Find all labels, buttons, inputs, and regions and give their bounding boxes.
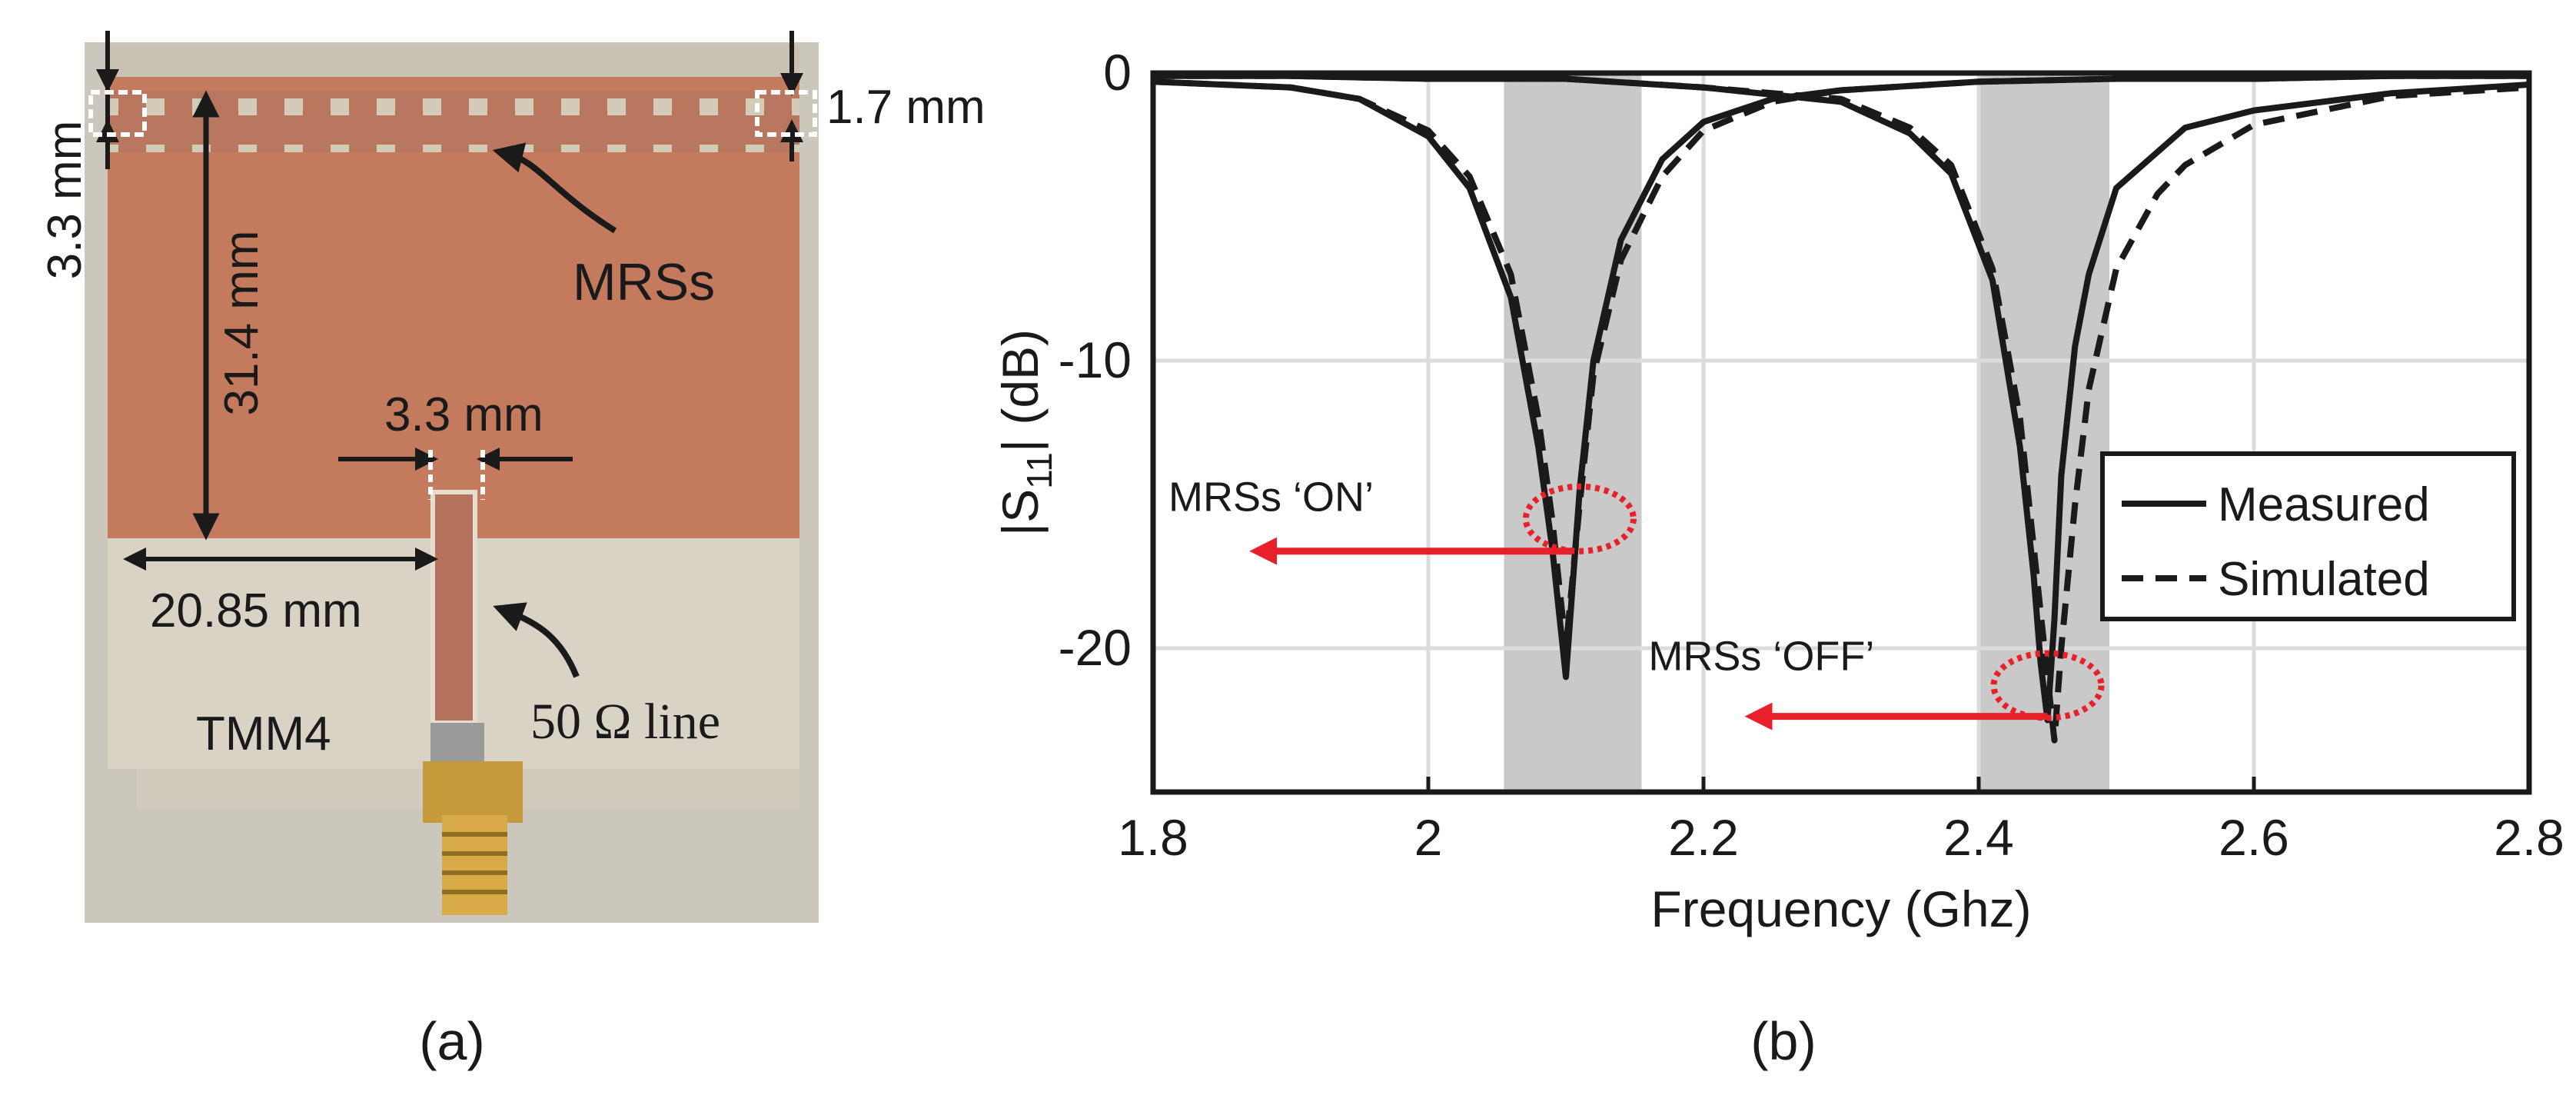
y-axis-label-main: |S <box>992 489 1049 536</box>
label-3-3mm-gap: 3.3 mm <box>384 388 543 441</box>
legend: Measured Simulated <box>2100 451 2516 621</box>
legend-label-measured: Measured <box>2218 478 2430 531</box>
x-tick-label-4: 2.6 <box>2219 809 2289 866</box>
label-mrss-on: MRSs ‘ON’ <box>1168 474 1374 521</box>
dim-box-left <box>88 90 147 137</box>
plot-frame <box>1150 70 2532 795</box>
measured-curve-1 <box>1152 72 2529 681</box>
x-tick-labels: 1.8 2 2.2 2.4 2.6 2.8 <box>1118 777 2564 866</box>
line-pointer-arrow <box>493 602 580 678</box>
caption-b: (b) <box>1750 1011 1816 1071</box>
label-50ohm-line: 50 Ω line <box>530 694 720 750</box>
label-mrss: MRSs <box>573 253 715 311</box>
annotation-off: MRSs ‘OFF’ <box>1648 634 2105 731</box>
annotation-on: MRSs ‘ON’ <box>1168 474 1637 565</box>
feed-line <box>430 490 477 725</box>
label-3-3mm-left: 3.3 mm <box>38 121 91 280</box>
legend-box <box>2100 451 2516 621</box>
x-tick-label-0: 1.8 <box>1118 809 1188 866</box>
label-31-4mm: 31.4 mm <box>215 230 268 415</box>
x-axis-label: Frequency (Ghz) <box>1650 880 2031 937</box>
x-tick-label-1: 2 <box>1414 809 1443 866</box>
grid-lines <box>1153 71 2529 792</box>
s11-chart-panel: 1.8 2 2.2 2.4 2.6 2.8 0 -10 -20 Frequency (Ghz)… <box>992 44 2564 1071</box>
x-tick-label-5: 2.8 <box>2494 809 2564 866</box>
simulated-curve-1 <box>1152 72 2529 651</box>
data-curves <box>1152 72 2530 744</box>
mrs-slot-row <box>108 91 799 152</box>
legend-label-simulated: Simulated <box>2218 553 2430 606</box>
label-1-7mm: 1.7 mm <box>826 81 986 134</box>
label-20-85mm: 20.85 mm <box>150 584 362 637</box>
copper-patch <box>108 77 799 538</box>
caption-a: (a) <box>419 1011 485 1071</box>
y-tick-label-1: -10 <box>1059 331 1132 388</box>
x-tick-label-2: 2.2 <box>1668 809 1739 866</box>
y-tick-labels: 0 -10 -20 <box>1059 44 1132 676</box>
measured-curve-2 <box>1153 72 2530 724</box>
antenna-photo-panel: 3.3 mm 1.7 mm 31.4 mm MRSs 3.3 mm 20.85 … <box>38 31 986 1071</box>
x-tick-label-3: 2.4 <box>1943 809 2014 866</box>
mrss-pointer-arrow <box>492 142 617 234</box>
y-tick-label-2: -20 <box>1059 619 1132 676</box>
label-tmm4: TMM4 <box>196 707 331 761</box>
ellipse-on <box>1522 483 1637 554</box>
y-axis-label-tail: | (dB) <box>992 329 1049 452</box>
simulated-curve-2 <box>1153 72 2530 744</box>
dim-box-right <box>755 90 817 137</box>
label-mrss-off: MRSs ‘OFF’ <box>1648 634 1874 680</box>
y-axis-label-sub: 11 <box>1019 452 1059 489</box>
sma-connector <box>423 723 523 915</box>
shaded-band-1 <box>1504 73 1642 792</box>
y-axis-label: |S11| (dB) <box>992 329 1059 536</box>
y-tick-label-0: 0 <box>1103 44 1132 101</box>
